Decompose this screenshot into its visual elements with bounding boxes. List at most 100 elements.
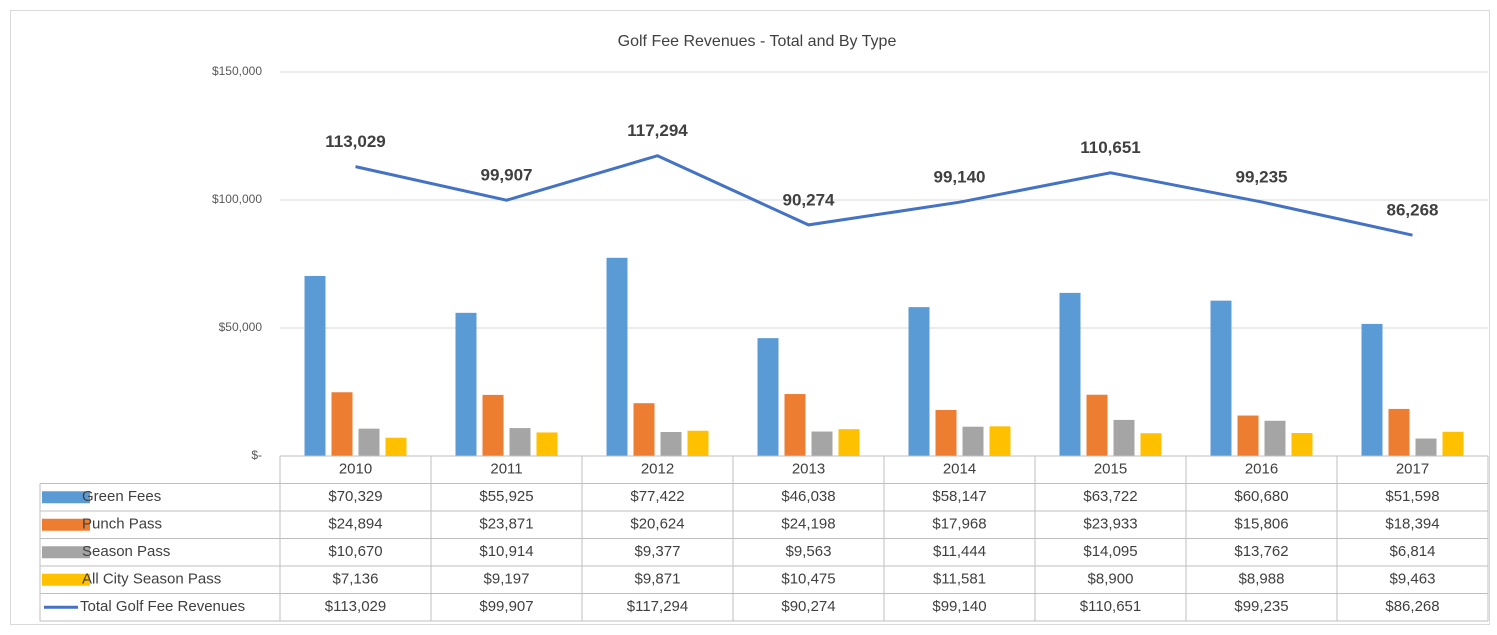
x-tick-label: 2010 bbox=[339, 461, 372, 478]
data-label: 99,907 bbox=[481, 166, 533, 185]
table-cell: $9,197 bbox=[484, 571, 530, 588]
legend-label: Season Pass bbox=[82, 543, 170, 560]
y-tick-label: $100,000 bbox=[212, 192, 262, 206]
table-cell: $60,680 bbox=[1234, 488, 1288, 505]
data-label: 113,029 bbox=[325, 132, 386, 151]
table-cell: $13,762 bbox=[1234, 543, 1288, 560]
table-cell: $51,598 bbox=[1385, 488, 1439, 505]
bar bbox=[784, 394, 806, 456]
legend-label: Punch Pass bbox=[82, 516, 162, 533]
table-cell: $9,463 bbox=[1390, 571, 1436, 588]
bar bbox=[660, 431, 682, 456]
bar bbox=[1059, 292, 1081, 456]
data-label: 86,268 bbox=[1387, 201, 1439, 220]
x-tick-label: 2015 bbox=[1094, 461, 1127, 478]
y-tick-label: $150,000 bbox=[212, 64, 262, 78]
bar bbox=[331, 392, 353, 456]
bar bbox=[304, 275, 326, 456]
bar bbox=[1442, 431, 1464, 456]
x-tick-label: 2016 bbox=[1245, 461, 1278, 478]
bar bbox=[1415, 438, 1437, 456]
table-cell: $58,147 bbox=[932, 488, 986, 505]
table-cell: $99,235 bbox=[1234, 598, 1288, 615]
bar bbox=[509, 428, 531, 456]
bar bbox=[482, 394, 504, 456]
bar bbox=[1086, 394, 1108, 456]
legend-key bbox=[42, 546, 90, 559]
table-cell: $11,581 bbox=[933, 571, 986, 588]
bar bbox=[1388, 408, 1410, 456]
table-cell: $90,274 bbox=[781, 598, 835, 615]
table-cell: $10,670 bbox=[328, 543, 382, 560]
bar bbox=[908, 307, 930, 456]
chart-border bbox=[10, 10, 1490, 625]
bar bbox=[1361, 323, 1383, 456]
bar bbox=[1113, 419, 1135, 456]
x-tick-label: 2013 bbox=[792, 461, 825, 478]
data-label: 90,274 bbox=[783, 190, 836, 209]
x-tick-label: 2017 bbox=[1396, 461, 1429, 478]
table-cell: $20,624 bbox=[630, 516, 684, 533]
legend-key bbox=[42, 518, 90, 531]
bar bbox=[1140, 433, 1162, 456]
table-cell: $10,914 bbox=[479, 543, 533, 560]
bar bbox=[536, 432, 558, 456]
legend-label: Total Golf Fee Revenues bbox=[80, 598, 245, 615]
chart-title: Golf Fee Revenues - Total and By Type bbox=[618, 33, 897, 50]
y-tick-label: $- bbox=[251, 448, 262, 462]
table-cell: $8,900 bbox=[1088, 571, 1134, 588]
bar bbox=[1237, 415, 1259, 456]
bar bbox=[935, 410, 957, 456]
line bbox=[355, 154, 1413, 237]
data-label: 110,651 bbox=[1080, 138, 1141, 157]
table-cell: $46,038 bbox=[781, 488, 835, 505]
bar bbox=[358, 428, 380, 456]
bar bbox=[1210, 300, 1232, 456]
table-cell: $110,651 bbox=[1080, 598, 1141, 615]
table-cell: $113,029 bbox=[325, 598, 386, 615]
bar bbox=[989, 426, 1011, 456]
table-cell: $23,933 bbox=[1083, 516, 1137, 533]
bar bbox=[811, 431, 833, 456]
table-cell: $10,475 bbox=[781, 571, 835, 588]
bar bbox=[687, 430, 709, 456]
table-cell: $14,095 bbox=[1083, 543, 1137, 560]
bar bbox=[962, 426, 984, 456]
table-cell: $15,806 bbox=[1234, 516, 1288, 533]
bar bbox=[1264, 420, 1286, 456]
bar bbox=[838, 429, 860, 456]
table-cell: $23,871 bbox=[479, 516, 533, 533]
x-tick-label: 2012 bbox=[641, 461, 674, 478]
bar bbox=[385, 437, 407, 456]
x-tick-label: 2011 bbox=[490, 461, 522, 478]
x-tick-label: 2014 bbox=[943, 461, 976, 478]
y-tick-label: $50,000 bbox=[219, 320, 263, 334]
data-label: 117,294 bbox=[627, 121, 688, 140]
table-cell: $77,422 bbox=[630, 488, 684, 505]
table-cell: $24,894 bbox=[328, 516, 382, 533]
table-cell: $86,268 bbox=[1385, 598, 1439, 615]
table-cell: $17,968 bbox=[932, 516, 986, 533]
legend-label: Green Fees bbox=[82, 488, 161, 505]
data-label: 99,140 bbox=[934, 168, 986, 187]
bar bbox=[1291, 432, 1313, 456]
legend-key bbox=[42, 491, 90, 504]
bar bbox=[633, 403, 655, 456]
table-cell: $6,814 bbox=[1390, 543, 1436, 560]
legend-label: All City Season Pass bbox=[82, 571, 221, 588]
table-cell: $63,722 bbox=[1083, 488, 1137, 505]
table-cell: $99,140 bbox=[932, 598, 986, 615]
bar bbox=[606, 257, 628, 456]
table-cell: $9,377 bbox=[635, 543, 681, 560]
bar bbox=[757, 338, 779, 456]
table-cell: $55,925 bbox=[479, 488, 533, 505]
table-cell: $7,136 bbox=[333, 571, 379, 588]
table-cell: $9,871 bbox=[635, 571, 681, 588]
bar bbox=[455, 312, 477, 456]
table-cell: $18,394 bbox=[1385, 516, 1439, 533]
table-cell: $70,329 bbox=[328, 488, 382, 505]
table-cell: $8,988 bbox=[1239, 571, 1285, 588]
table-cell: $117,294 bbox=[627, 598, 688, 615]
table-cell: $99,907 bbox=[479, 598, 533, 615]
